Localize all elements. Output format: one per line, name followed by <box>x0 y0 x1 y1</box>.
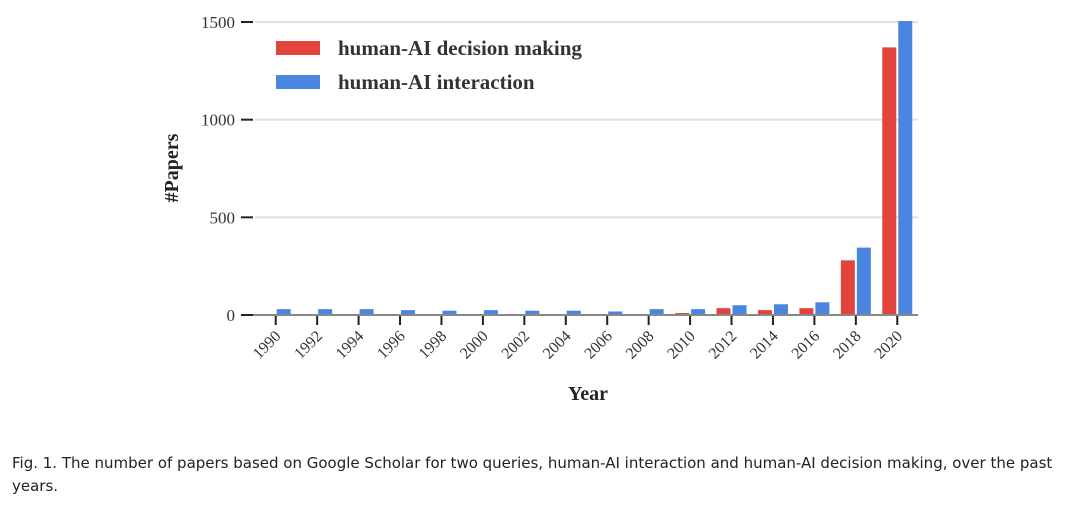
legend-label: human-AI interaction <box>338 70 535 94</box>
x-tick-label: 2020 <box>871 328 906 363</box>
x-axis-label: Year <box>568 383 608 405</box>
bar <box>401 310 416 315</box>
bar <box>276 309 291 315</box>
bar <box>359 309 374 315</box>
bar <box>840 260 855 315</box>
bar <box>483 310 498 315</box>
caption: Fig. 1. The number of papers based on Go… <box>12 454 1053 495</box>
y-tick-label: 1000 <box>201 111 235 130</box>
bar <box>882 47 897 315</box>
x-tick-label: 2016 <box>789 328 824 363</box>
x-tick-label: 2012 <box>706 328 741 363</box>
x-tick-label: 1990 <box>250 328 285 363</box>
x-tick-label: 1994 <box>333 328 368 363</box>
bar <box>773 304 788 315</box>
x-tick-label: 2014 <box>747 328 782 363</box>
bar <box>815 302 830 315</box>
bar <box>856 247 871 315</box>
bar <box>716 308 731 315</box>
bar <box>691 309 706 315</box>
legend-swatch <box>276 41 320 55</box>
x-tick-label: 2018 <box>830 328 865 363</box>
x-tick-label: 1992 <box>291 328 326 363</box>
x-tick-label: 2008 <box>623 328 658 363</box>
x-tick-label: 2002 <box>499 328 534 363</box>
bar <box>649 309 664 315</box>
bar <box>757 310 772 315</box>
x-tick-label: 1998 <box>416 328 451 363</box>
x-tick-label: 2004 <box>540 328 575 363</box>
y-tick-label: 0 <box>227 306 236 325</box>
y-tick-label: 1500 <box>201 13 235 32</box>
bar <box>608 311 623 315</box>
x-tick-label: 2010 <box>664 328 699 363</box>
legend-swatch <box>276 75 320 89</box>
x-tick-label: 2000 <box>457 328 492 363</box>
bar <box>442 310 457 315</box>
bar <box>898 21 913 315</box>
y-axis-label: #Papers <box>161 133 183 202</box>
bar <box>732 305 747 315</box>
legend-label: human-AI decision making <box>338 36 582 60</box>
bar <box>566 310 581 315</box>
bar <box>799 308 814 315</box>
bar <box>525 310 540 315</box>
bar <box>318 309 333 315</box>
y-tick-label: 500 <box>210 208 236 227</box>
x-tick-label: 2006 <box>581 328 616 363</box>
x-tick-label: 1996 <box>374 328 409 363</box>
